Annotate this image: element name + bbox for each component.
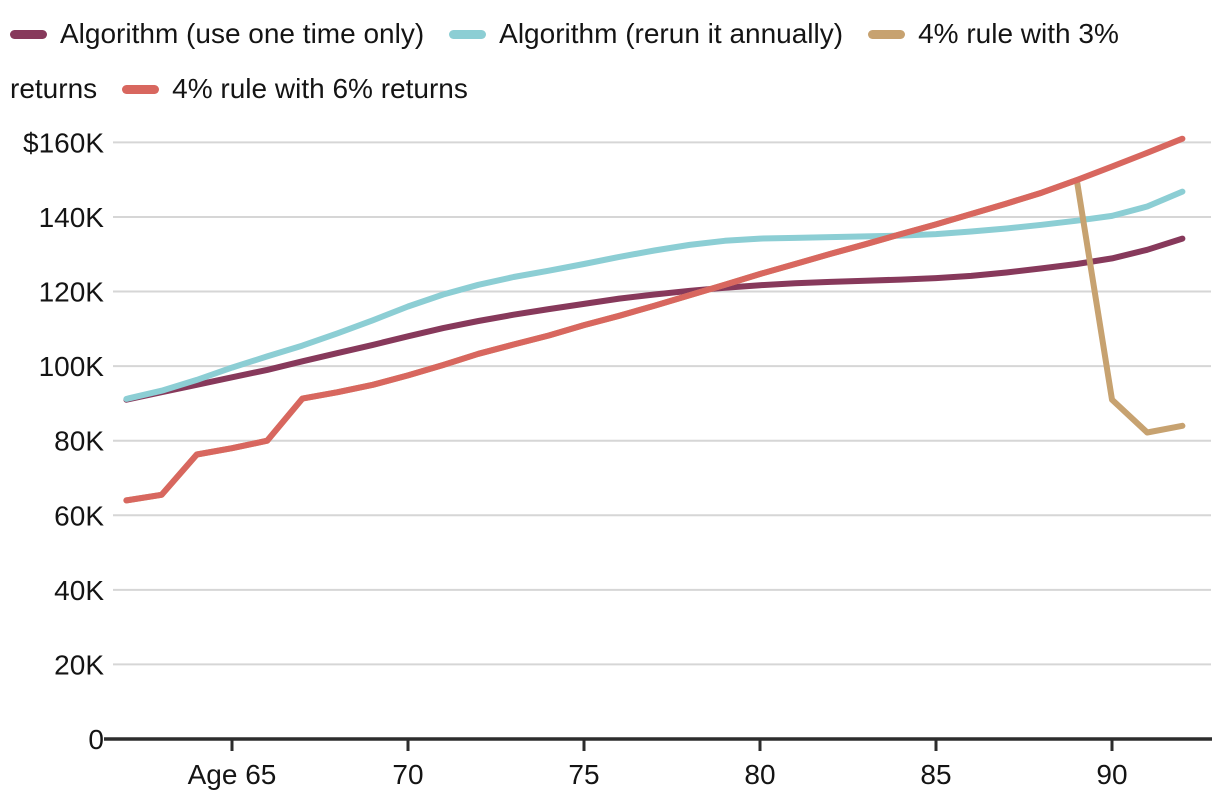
legend-label: returns [10,73,98,104]
legend-swatch-rule6 [122,84,160,94]
legend-swatch-rule3 [868,29,906,39]
y-axis-label-160k: $160K [23,127,104,158]
y-axis-label-120k: 120K [39,277,105,308]
series-line-rule6 [123,135,1186,504]
y-axis-label-80k: 80K [54,426,104,457]
x-axis-label-90: 90 [1096,759,1127,790]
y-axis-label-60k: 60K [54,500,104,531]
legend-row-1: Algorithm (use one time only) Algorithm (… [10,14,1214,54]
y-axis-label-0k: 0 [88,724,104,755]
legend-row-2: returns 4% rule with 6% returns [10,69,1214,109]
legend-item-annual: Algorithm (rerun it annually) [449,14,843,54]
x-axis-label-75: 75 [568,759,599,790]
x-axis-label-85: 85 [920,759,951,790]
y-axis-label-20k: 20K [54,649,104,680]
legend-item-one_time: Algorithm (use one time only) [10,14,424,54]
legend-item-returns-continuation: returns [10,69,97,109]
y-axis-label-100k: 100K [39,351,105,382]
series-line-annual [123,188,1186,402]
x-axis-label-70: 70 [392,759,423,790]
series-line-one_time [123,235,1186,403]
legend-swatch-annual [449,29,487,39]
legend-label: 4% rule with 3% [918,18,1119,49]
legend-item-rule6: 4% rule with 6% returns [122,69,468,109]
legend: Algorithm (use one time only) Algorithm (… [10,14,1214,124]
y-axis-label-40k: 40K [54,575,104,606]
x-axis-label-80: 80 [744,759,775,790]
legend-label: Algorithm (rerun it annually) [499,18,844,49]
x-axis-label-65: Age 65 [188,759,277,790]
legend-swatch-one_time [10,29,47,39]
legend-label: Algorithm (use one time only) [60,18,425,49]
y-axis-label-140k: 140K [39,202,105,233]
legend-item-rule3: 4% rule with 3% [868,14,1119,54]
legend-label: 4% rule with 6% returns [172,73,468,104]
